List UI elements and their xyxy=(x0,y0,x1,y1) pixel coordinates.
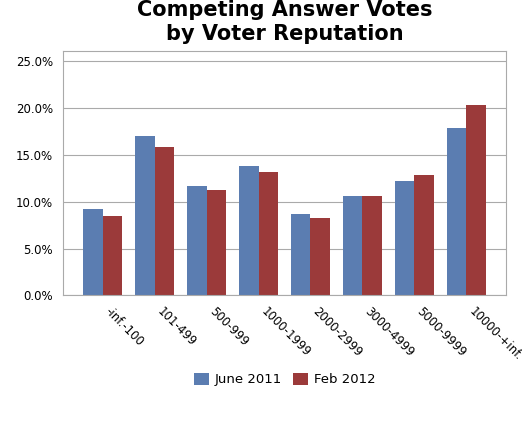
Bar xyxy=(447,128,467,295)
Bar xyxy=(207,190,226,295)
Bar xyxy=(239,166,258,295)
Bar xyxy=(102,216,122,295)
Bar xyxy=(395,181,414,295)
Bar xyxy=(155,147,174,295)
Bar xyxy=(135,136,155,295)
Legend: June 2011, Feb 2012: June 2011, Feb 2012 xyxy=(188,368,381,392)
Bar xyxy=(291,214,311,295)
Bar xyxy=(362,196,382,295)
Bar xyxy=(187,186,207,295)
Title: Competing Answer Votes
by Voter Reputation: Competing Answer Votes by Voter Reputati… xyxy=(137,0,432,43)
Bar xyxy=(258,172,278,295)
Bar xyxy=(83,209,102,295)
Bar xyxy=(343,196,362,295)
Bar xyxy=(311,218,330,295)
Bar xyxy=(414,176,434,295)
Bar xyxy=(467,105,486,295)
